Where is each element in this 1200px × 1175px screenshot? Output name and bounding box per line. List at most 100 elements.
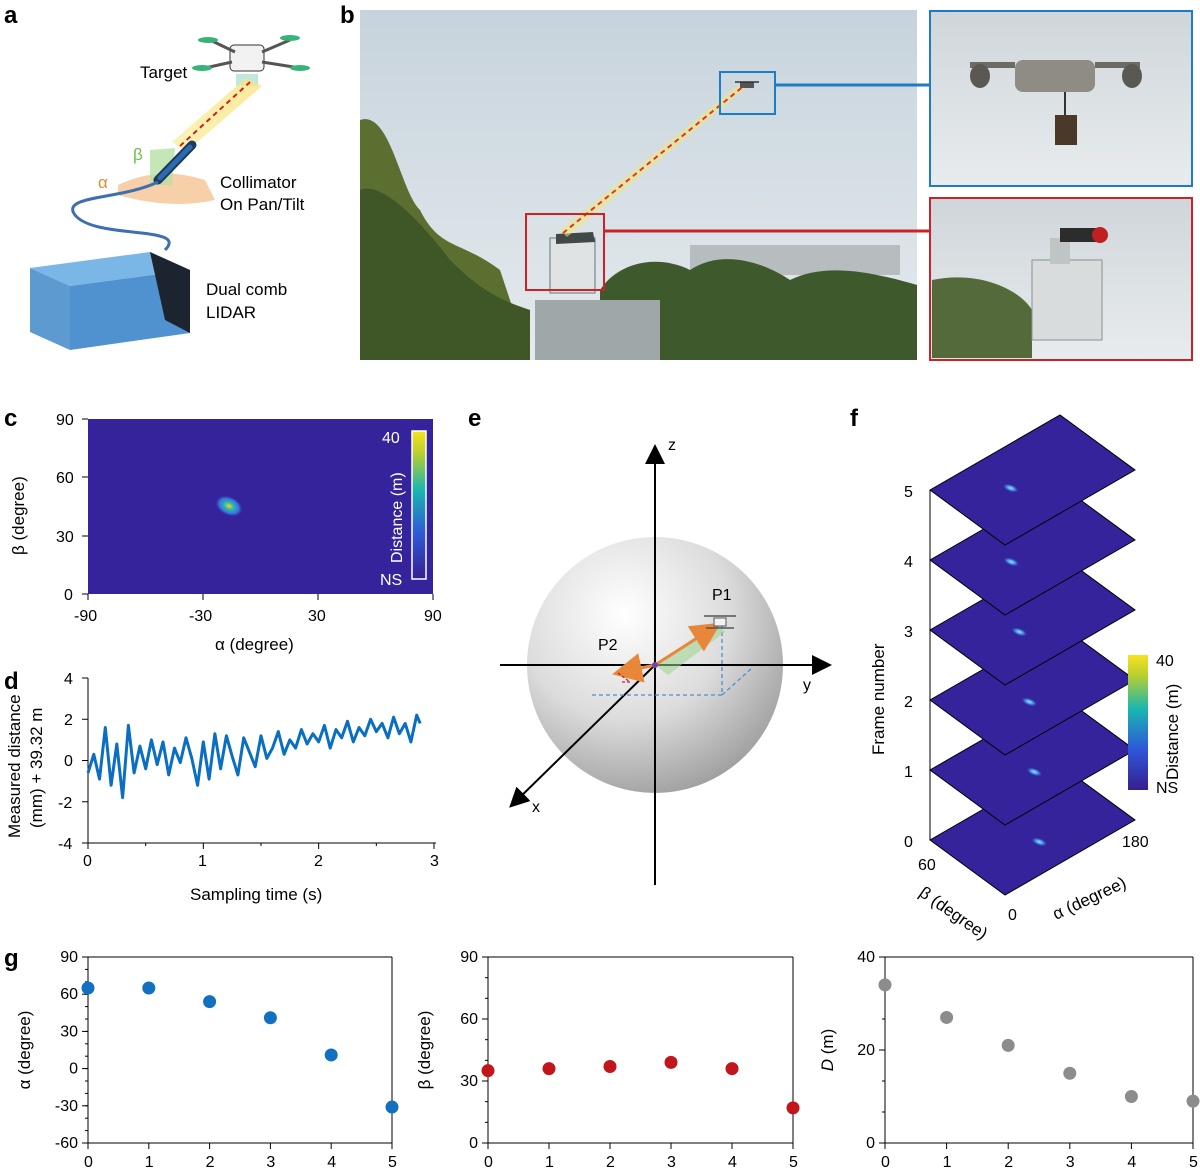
target-hotspot bbox=[214, 494, 244, 518]
frame-hotspot bbox=[1002, 557, 1020, 567]
d-ylabel-2: (mm) + 39.32 m bbox=[27, 708, 46, 828]
panel-e-letter: e bbox=[468, 405, 482, 432]
y-axis-label: D (m) bbox=[818, 1029, 837, 1072]
f-colorbar-label: Distance (m) bbox=[1163, 684, 1182, 780]
f-beta-tick: 60 bbox=[918, 857, 936, 874]
collimator-label-2: On Pan/Tilt bbox=[220, 195, 305, 214]
d-series-line bbox=[86, 713, 422, 800]
frame-hotspot bbox=[1020, 697, 1038, 707]
scatter-point bbox=[786, 1101, 800, 1115]
scatter-point bbox=[1186, 1094, 1200, 1108]
ytick-label: -30 bbox=[55, 1098, 78, 1115]
frame-hotspot bbox=[1030, 837, 1048, 847]
xtick-label: 4 bbox=[1127, 1154, 1136, 1171]
panel-a-illustration: Target β α Collimator On Pan/Tilt Dual c… bbox=[30, 35, 310, 350]
colorbar bbox=[411, 430, 427, 580]
ytick-label: 0 bbox=[69, 1061, 78, 1078]
y-label: y bbox=[803, 677, 811, 694]
c-ytick: 90 bbox=[56, 412, 74, 429]
scatter-point bbox=[324, 1048, 338, 1062]
scatter-point bbox=[1063, 1066, 1077, 1080]
lidar-box bbox=[30, 252, 190, 350]
xtick-label: 1 bbox=[943, 1154, 952, 1171]
panel-a-letter: a bbox=[4, 2, 18, 29]
panel-d-letter: d bbox=[4, 668, 19, 695]
f-alpha-label: α (degree) bbox=[1050, 873, 1129, 924]
scatter-point bbox=[878, 978, 892, 992]
xtick-label: 5 bbox=[789, 1154, 798, 1171]
frame-hotspot bbox=[1025, 767, 1043, 777]
scatter-point bbox=[940, 1010, 954, 1024]
y-axis-label: α (degree) bbox=[15, 1011, 34, 1090]
xtick-label: 2 bbox=[206, 1154, 215, 1171]
d-ytick: 2 bbox=[64, 712, 73, 729]
pan-tilt-closeup-icon bbox=[1031, 227, 1108, 341]
xtick-label: 4 bbox=[327, 1154, 336, 1171]
drone-closeup-icon bbox=[970, 60, 1142, 145]
distance-line-chart: 0 1 2 3 -4 -2 0 2 4 Sampling time (s) Me… bbox=[5, 671, 439, 904]
c-xtick: 90 bbox=[424, 608, 442, 625]
ytick-label: 0 bbox=[469, 1135, 478, 1152]
panel-c-letter: c bbox=[4, 405, 18, 432]
xtick-label: 1 bbox=[145, 1154, 154, 1171]
frame-stack-chart: 0 1 2 3 4 5 Frame number 40 NS Distance … bbox=[869, 414, 1182, 944]
d-ytick: 0 bbox=[64, 753, 73, 770]
lidar-label-2: LIDAR bbox=[206, 303, 256, 322]
f-frame-tick: 4 bbox=[904, 554, 913, 571]
f-origin-tick: 0 bbox=[1008, 907, 1017, 924]
lidar-label-1: Dual comb bbox=[206, 280, 287, 299]
ytick-label: 0 bbox=[866, 1135, 875, 1152]
f-frame-tick: 3 bbox=[904, 624, 913, 641]
frame-hotspot bbox=[1010, 627, 1028, 637]
xtick-label: 2 bbox=[1004, 1154, 1013, 1171]
scatter-point bbox=[664, 1055, 678, 1069]
ytick-label: 60 bbox=[460, 1011, 478, 1028]
drone-highlight-box bbox=[719, 71, 776, 115]
panel-b-letter: b bbox=[340, 2, 355, 29]
scatter-point bbox=[263, 1011, 277, 1025]
d-xtick: 0 bbox=[83, 853, 92, 870]
distance-scatter-chart: 01234502040Frame numberD (m) bbox=[818, 949, 1200, 1171]
sphere-diagram: z y x P1 P2 bbox=[500, 437, 832, 885]
xtick-label: 0 bbox=[881, 1154, 890, 1171]
xtick-label: 4 bbox=[728, 1154, 737, 1171]
drone-icon bbox=[192, 35, 310, 86]
c-xtick: 30 bbox=[308, 608, 326, 625]
d-ytick: -4 bbox=[58, 836, 72, 853]
p2-label: P2 bbox=[598, 637, 618, 654]
ytick-label: 60 bbox=[60, 986, 78, 1003]
f-colorbar-bottom: NS bbox=[1156, 780, 1178, 797]
alpha-symbol: α bbox=[98, 173, 108, 192]
frame-plane bbox=[929, 414, 1136, 546]
z-label: z bbox=[668, 437, 676, 454]
fiber-cable bbox=[71, 180, 171, 252]
pan-disk bbox=[118, 173, 215, 204]
scatter-point bbox=[603, 1060, 617, 1074]
beta-scatter-chart: 0123450306090Frame numberβ (degree) bbox=[415, 949, 800, 1171]
f-beta-label: β (degree) bbox=[916, 883, 991, 944]
d-xtick: 1 bbox=[198, 853, 207, 870]
ytick-label: 30 bbox=[460, 1073, 478, 1090]
xtick-label: 5 bbox=[1189, 1154, 1198, 1171]
x-label: x bbox=[532, 799, 540, 816]
drone-small-icon bbox=[735, 81, 759, 88]
xtick-label: 2 bbox=[606, 1154, 615, 1171]
d-xlabel: Sampling time (s) bbox=[190, 885, 322, 904]
d-ylabel-1: Measured distance bbox=[5, 694, 24, 838]
xtick-label: 3 bbox=[1066, 1154, 1075, 1171]
panel-b-photo bbox=[360, 10, 1193, 361]
frame-hotspot bbox=[1002, 483, 1020, 493]
c-xtick: -30 bbox=[189, 608, 212, 625]
xtick-label: 0 bbox=[84, 1154, 93, 1171]
drone-p1-icon bbox=[704, 615, 736, 629]
f-colorbar-top: 40 bbox=[1156, 653, 1174, 670]
ytick-label: 30 bbox=[60, 1023, 78, 1040]
p2-projection bbox=[617, 672, 632, 683]
origin-point bbox=[652, 662, 658, 668]
f-colorbar bbox=[1128, 655, 1148, 790]
f-alpha-tick: 180 bbox=[1122, 834, 1149, 851]
xtick-label: 1 bbox=[545, 1154, 554, 1171]
f-frame-tick: 1 bbox=[904, 764, 913, 781]
beta-symbol: β bbox=[133, 145, 143, 164]
d-ytick: 4 bbox=[64, 671, 73, 688]
